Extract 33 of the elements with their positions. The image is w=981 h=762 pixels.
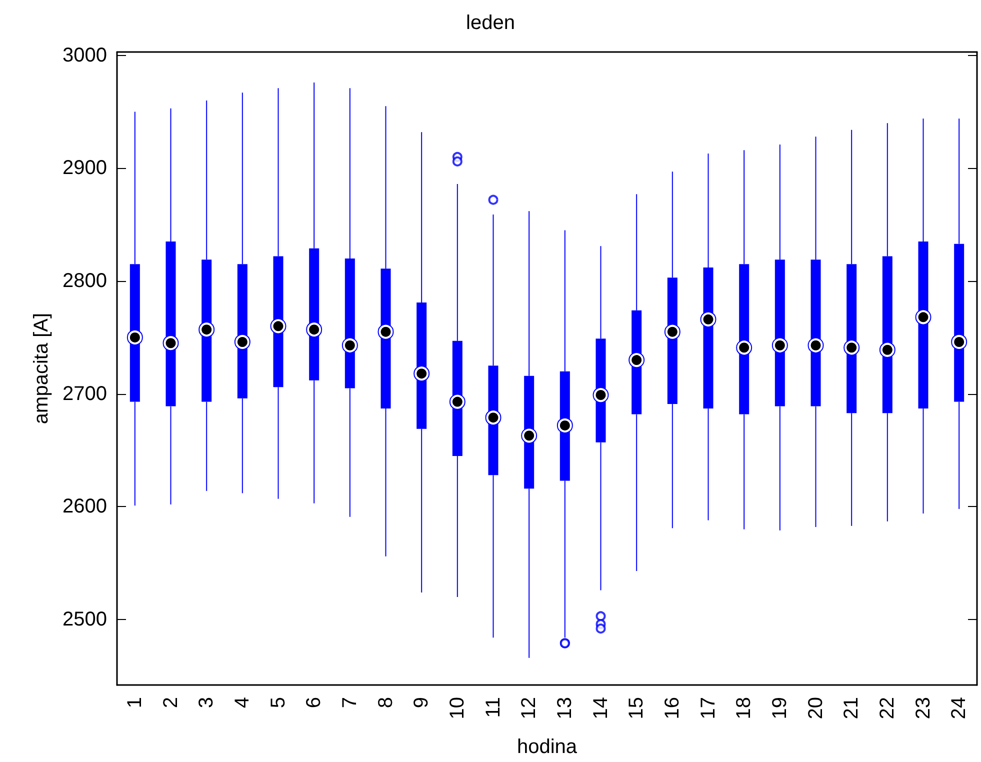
x-tick-label: 24 <box>948 697 970 720</box>
x-tick-label: 19 <box>768 697 791 720</box>
x-tick-label: 15 <box>626 697 648 720</box>
x-tick-label: 1 <box>124 697 146 708</box>
y-tick-label: 2800 <box>62 270 107 292</box>
x-tick-label: 4 <box>231 697 254 708</box>
x-tick-label: 10 <box>446 697 468 720</box>
x-tick-label: 2 <box>160 697 182 708</box>
y-tick-label: 3000 <box>62 44 107 66</box>
y-tick-label: 2600 <box>62 496 107 518</box>
y-tick-label: 2700 <box>62 382 107 405</box>
x-tick-label: 8 <box>374 697 397 708</box>
x-tick-label: 20 <box>804 697 827 720</box>
x-tick-label: 21 <box>840 697 863 720</box>
x-tick-label: 22 <box>876 697 898 720</box>
x-tick-label: 12 <box>518 697 540 720</box>
x-tick-label: 9 <box>410 697 433 708</box>
x-tick-label: 16 <box>661 697 684 720</box>
x-tick-label: 5 <box>267 697 290 708</box>
y-axis-title: ampacita [A] <box>30 312 53 424</box>
x-tick-label: 3 <box>196 697 218 708</box>
x-tick-label: 7 <box>338 697 361 708</box>
x-tick-label: 11 <box>482 697 504 718</box>
x-tick-label: 14 <box>590 697 612 720</box>
x-tick-label: 6 <box>303 697 326 708</box>
y-tick-label: 2900 <box>62 157 107 180</box>
x-tick-label: 13 <box>554 697 576 720</box>
y-tick-label: 2500 <box>62 608 107 631</box>
x-tick-label: 17 <box>697 697 720 720</box>
chart-title: leden <box>466 12 515 34</box>
x-tick-label: 18 <box>733 697 756 720</box>
x-tick-label: 23 <box>912 697 934 720</box>
x-axis-title: hodina <box>516 736 578 758</box>
